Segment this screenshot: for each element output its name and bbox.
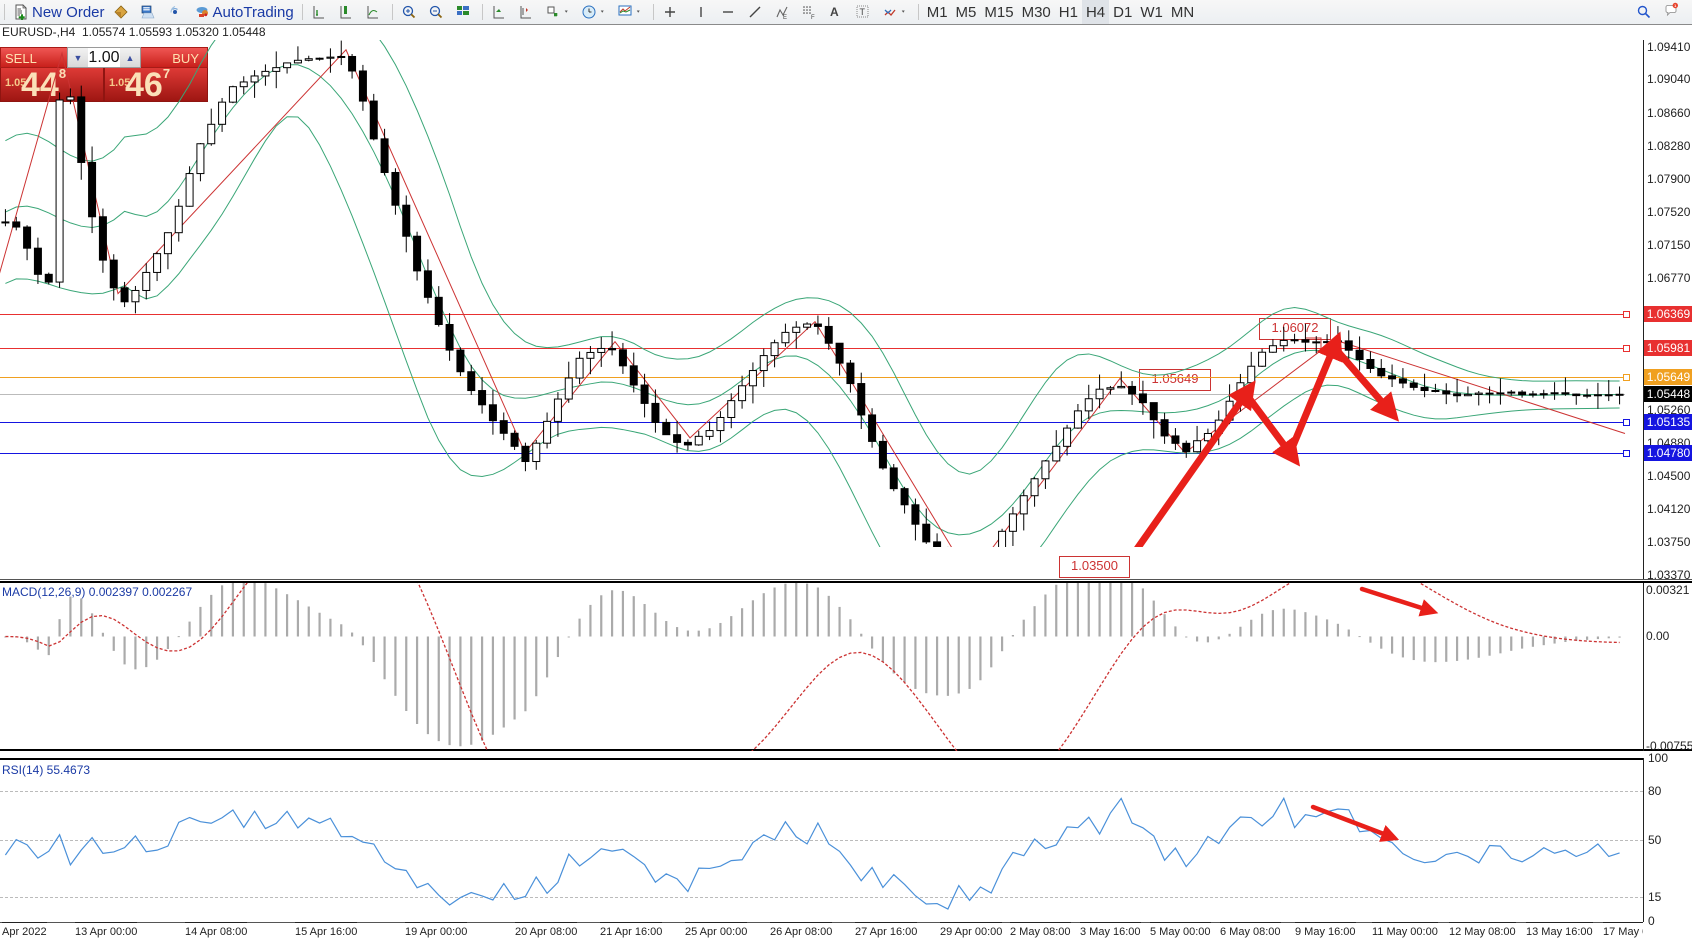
svg-text:E: E [783, 15, 787, 20]
svg-text:F: F [811, 15, 815, 20]
svg-text:T: T [859, 7, 865, 17]
svg-text:A: A [830, 5, 839, 19]
svg-text:1: 1 [1674, 4, 1676, 8]
